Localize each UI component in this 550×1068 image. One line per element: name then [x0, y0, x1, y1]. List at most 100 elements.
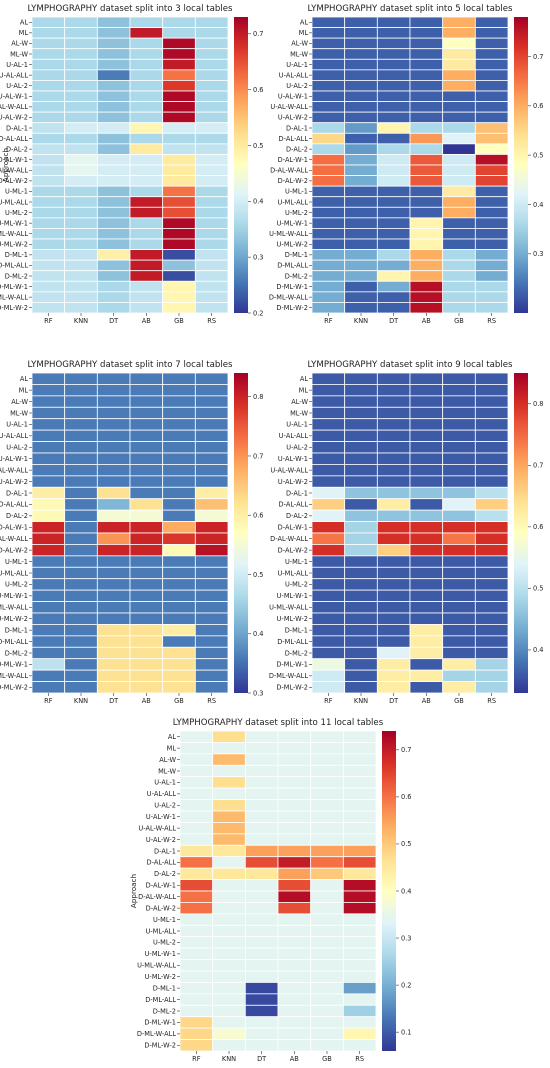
y-tick-label: U-ML-W-ALL [0, 230, 28, 238]
heatmap-cell [474, 164, 509, 176]
heatmap-cell [129, 249, 164, 261]
heatmap-cell [129, 27, 164, 39]
heatmap-cell [96, 452, 131, 465]
heatmap-cell [179, 1004, 214, 1018]
heatmap-cell [244, 833, 279, 846]
heatmap-cell [442, 217, 476, 229]
heatmap-cell [244, 936, 279, 949]
heatmap-cell [277, 844, 312, 858]
heatmap-cell [409, 578, 444, 591]
heatmap-cell [64, 509, 98, 522]
y-tick-label: U-ML-1 [285, 558, 308, 566]
heatmap-cell [311, 509, 346, 522]
heatmap-cell [474, 185, 509, 198]
heatmap-cell [179, 982, 214, 995]
heatmap-cell [96, 302, 131, 314]
heatmap-cell [96, 509, 131, 522]
heatmap-cell [376, 154, 411, 166]
y-tick-label: AL-W [11, 40, 28, 48]
heatmap-cell [129, 681, 164, 694]
heatmap-cell [409, 681, 444, 694]
heatmap-cell [129, 111, 164, 124]
heatmap-cell [64, 132, 98, 145]
colorbar [514, 373, 528, 693]
heatmap-cell [311, 111, 346, 124]
heatmap-cell [64, 228, 98, 240]
heatmap-cell [474, 475, 509, 488]
heatmap-cell [442, 669, 476, 682]
heatmap-cell [96, 658, 131, 671]
colorbar-tick-label: 0.4 [401, 887, 412, 895]
y-tick-label: U-ML-W-1 [277, 592, 308, 600]
heatmap-cell [311, 532, 346, 545]
heatmap-cell [96, 498, 131, 511]
heatmap-cell [212, 844, 246, 858]
heatmap-cell [162, 566, 196, 580]
y-tick-label: U-ML-ALL [145, 927, 176, 935]
heatmap-cell [31, 601, 66, 614]
heatmap-cell [409, 175, 444, 187]
heatmap-cell [179, 867, 214, 880]
heatmap-cell [376, 544, 411, 557]
heatmap-cell [162, 111, 196, 124]
heatmap-cell [31, 464, 66, 477]
heatmap-cell [31, 302, 66, 314]
y-tick-label: D-AL-W-1 [146, 882, 176, 890]
heatmap-cell [376, 372, 411, 385]
y-tick-label: D-ML-1 [5, 251, 28, 259]
y-tick-label: D-ML-ALL [277, 638, 308, 646]
y-tick-label: U-ML-W-ALL [137, 962, 176, 970]
heatmap-cell [31, 509, 66, 522]
heatmap-cell [344, 452, 378, 465]
heatmap-cell [310, 799, 344, 812]
heatmap-cell [64, 37, 98, 50]
heatmap-cell [376, 206, 411, 219]
heatmap-cell [129, 589, 164, 602]
heatmap-cell [409, 132, 444, 145]
y-tick-label: U-AL-W-1 [146, 813, 176, 821]
heatmap-cell [64, 249, 98, 261]
colorbar-tick-label: 0.6 [533, 102, 544, 110]
y-tick-label: U-AL-W-ALL [270, 466, 308, 474]
heatmap-cell [129, 122, 164, 134]
heatmap-cell [344, 270, 378, 282]
y-tick-label: U-AL-2 [6, 82, 28, 90]
heatmap-cell [344, 555, 378, 568]
heatmap-cell [474, 384, 509, 397]
colorbar-tick-label: 0.6 [533, 523, 544, 531]
y-tick-label: U-ML-W-2 [145, 973, 176, 981]
heatmap-cell [311, 270, 346, 282]
heatmap-cell [474, 196, 509, 208]
heatmap-cell [442, 578, 476, 591]
heatmap-cell [64, 16, 98, 28]
heatmap-cell [129, 132, 164, 145]
heatmap-cell [277, 776, 312, 789]
y-tick-label: D-ML-1 [153, 984, 176, 992]
heatmap-cell [162, 669, 196, 682]
heatmap-cell [244, 993, 279, 1006]
heatmap-cell [442, 101, 476, 113]
heatmap-cell [311, 164, 346, 176]
heatmap-cell [474, 406, 509, 420]
y-tick-label: AL-W [291, 398, 308, 406]
heatmap-cell [311, 372, 346, 385]
heatmap-cell [212, 890, 246, 903]
heatmap-cell [162, 175, 196, 187]
heatmap-cell [212, 1004, 246, 1018]
heatmap-cell [277, 856, 312, 869]
heatmap-cell [194, 395, 229, 408]
heatmap-cell [31, 101, 66, 113]
heatmap-cell [64, 206, 98, 219]
heatmap-cell [129, 624, 164, 637]
heatmap-cell [442, 249, 476, 261]
heatmap-cell [64, 175, 98, 187]
heatmap-cell [277, 822, 312, 835]
heatmap-cell [31, 498, 66, 511]
y-tick-label: ML [19, 386, 29, 394]
y-tick-label: U-AL-ALL [0, 71, 28, 79]
heatmap-cell [244, 776, 279, 789]
heatmap-cell [376, 238, 411, 250]
heatmap-cell [311, 228, 346, 240]
heatmap-cell [194, 302, 229, 314]
colorbar [514, 17, 528, 313]
